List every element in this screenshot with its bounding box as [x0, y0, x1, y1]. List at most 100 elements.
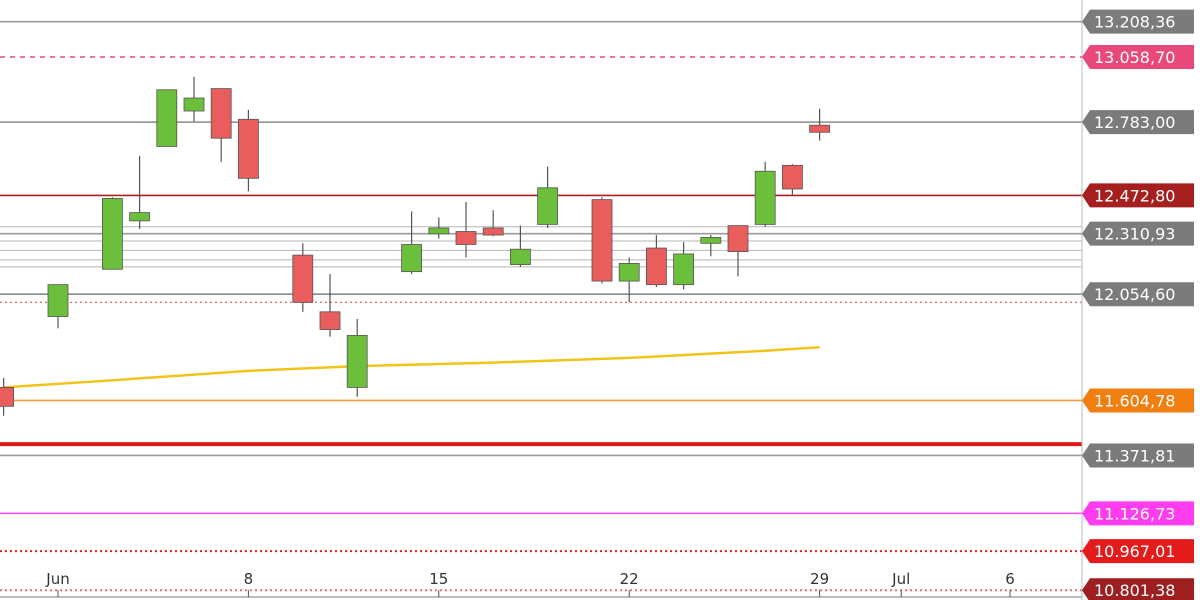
candle-body: [782, 164, 803, 190]
price-label-box: [1082, 221, 1194, 246]
moving-average: [3, 345, 820, 389]
x-tick-label: 22: [620, 570, 639, 588]
candle: [292, 243, 314, 312]
candle: [673, 242, 694, 290]
candle: [782, 164, 803, 195]
candle-body: [237, 118, 259, 179]
price-label: 11.126,73: [1082, 501, 1194, 526]
candle: [47, 284, 69, 329]
candle-body: [156, 89, 178, 147]
price-label-text: 10.967,01: [1094, 542, 1175, 561]
candle: [727, 225, 749, 277]
candle: [455, 201, 477, 258]
price-label-box: [1082, 110, 1194, 135]
price-label: 13.208,36: [1082, 9, 1194, 34]
candle-body: [754, 170, 776, 225]
price-label-box: [1082, 501, 1194, 526]
candle: [319, 274, 341, 337]
price-label: 12.054,60: [1082, 282, 1194, 307]
price-label-text: 12.783,00: [1094, 113, 1175, 132]
candle-body: [102, 198, 123, 270]
candle-body: [210, 88, 232, 139]
candle-body: [591, 199, 613, 282]
x-tick-label: Jun: [45, 570, 69, 588]
price-label-box: [1082, 45, 1194, 69]
level-lines: [0, 20, 1082, 592]
candle-body: [292, 254, 314, 303]
candle: [129, 155, 151, 230]
price-label-box: [1082, 443, 1194, 468]
x-tick-label: 6: [1005, 570, 1015, 588]
candle-body: [727, 225, 749, 252]
price-label: 10.967,01: [1082, 539, 1194, 564]
candle: [183, 76, 205, 122]
price-label-text: 10.801,38: [1094, 581, 1175, 600]
price-label-box: [1082, 578, 1194, 600]
price-label: 11.604,78: [1082, 388, 1194, 413]
candle: [156, 89, 178, 147]
price-label: 13.058,70: [1082, 45, 1194, 69]
price-label: 12.783,00: [1082, 110, 1194, 135]
price-label: 11.371,81: [1082, 443, 1194, 468]
price-label-text: 13.208,36: [1094, 13, 1175, 32]
candle: [618, 257, 640, 303]
x-tick-label: 15: [429, 570, 448, 588]
price-label: 12.310,93: [1082, 221, 1194, 246]
price-label-text: 12.310,93: [1094, 225, 1175, 244]
candle-body: [129, 212, 151, 222]
candle-body: [509, 248, 531, 265]
candle-body: [401, 244, 423, 273]
price-label-text: 11.126,73: [1094, 504, 1175, 523]
candle: [346, 318, 368, 397]
price-label: 12.472,80: [1082, 183, 1194, 208]
candle-body: [0, 387, 14, 407]
x-tick-label: 8: [244, 570, 254, 588]
candle: [0, 377, 14, 416]
moving-average-line: [3, 345, 820, 389]
candle-body: [47, 284, 69, 317]
price-labels: 13.208,36 13.058,70 12.783,00 12.472,80 12.3…: [1082, 9, 1194, 600]
candle: [700, 235, 722, 257]
candle: [809, 108, 830, 141]
price-label-text: 11.604,78: [1094, 391, 1175, 410]
x-axis-ticks: Jun 8 15 22 29 Jul 6: [45, 570, 1015, 597]
candles: [0, 76, 830, 416]
candle: [401, 211, 423, 275]
price-label-box: [1082, 9, 1194, 34]
x-tick-label: Jul: [891, 570, 910, 588]
price-label-box: [1082, 282, 1194, 307]
price-label-text: 12.054,60: [1094, 285, 1175, 304]
candle: [537, 166, 558, 228]
candle-body: [455, 231, 477, 245]
candle-body: [183, 97, 205, 112]
candle: [509, 225, 531, 267]
candle-body: [346, 335, 368, 388]
candle: [210, 88, 232, 162]
candle: [237, 109, 259, 192]
candle-body: [646, 247, 667, 286]
price-label-box: [1082, 183, 1194, 208]
candle: [646, 235, 667, 288]
price-label-box: [1082, 539, 1194, 564]
price-label-box: [1082, 388, 1194, 413]
price-label-text: 11.371,81: [1094, 446, 1175, 465]
price-label: 10.801,38: [1082, 578, 1194, 600]
candle-body: [428, 227, 450, 235]
candle-body: [700, 237, 722, 244]
candle: [102, 197, 123, 270]
candle-body: [809, 124, 830, 133]
candle-body: [319, 311, 341, 330]
secondary-level-lines: [0, 226, 1082, 447]
candle: [754, 161, 776, 227]
candle: [591, 197, 613, 284]
candle-body: [537, 187, 558, 225]
candle-body: [618, 262, 640, 282]
price-label-text: 13.058,70: [1094, 48, 1175, 67]
candle-body: [482, 227, 504, 236]
candle: [482, 210, 504, 237]
price-label-text: 12.472,80: [1094, 186, 1175, 205]
candle-body: [673, 253, 694, 286]
x-tick-label: 29: [810, 570, 829, 588]
